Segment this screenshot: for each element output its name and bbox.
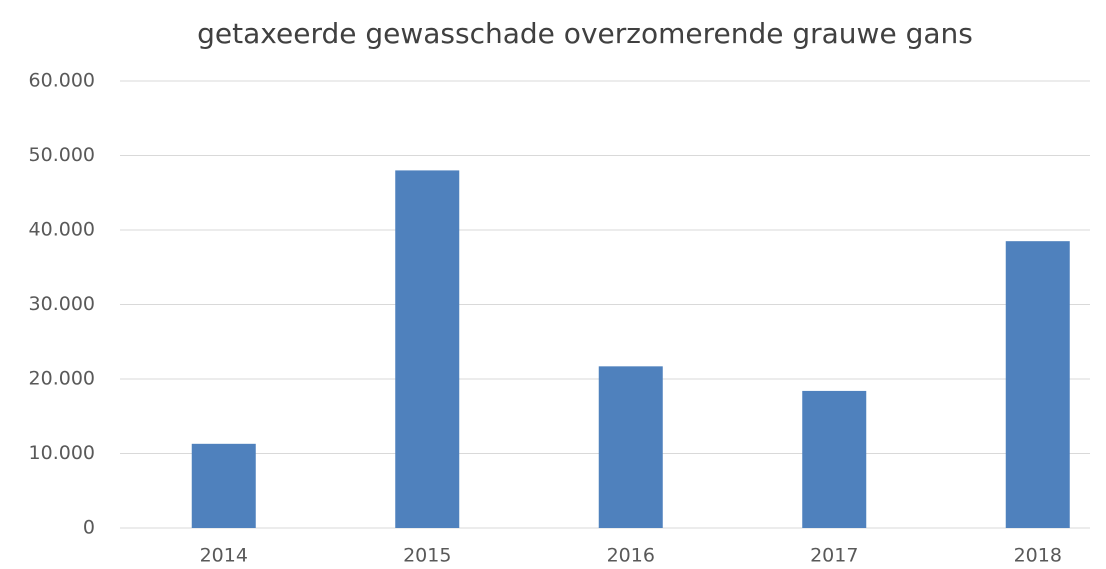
bar bbox=[395, 170, 460, 528]
x-tick-label: 2016 bbox=[607, 545, 655, 567]
bar bbox=[191, 443, 256, 528]
y-tick-label: 10.000 bbox=[29, 442, 95, 464]
y-tick-label: 30.000 bbox=[29, 293, 95, 315]
y-tick-label: 0 bbox=[83, 517, 95, 539]
y-tick-label: 20.000 bbox=[29, 368, 95, 390]
y-tick-label: 40.000 bbox=[29, 219, 95, 241]
bar bbox=[1005, 241, 1070, 529]
x-tick-label: 2018 bbox=[1014, 545, 1062, 567]
y-tick-label: 50.000 bbox=[29, 144, 95, 166]
x-tick-label: 2014 bbox=[200, 545, 248, 567]
x-tick-label: 2015 bbox=[403, 545, 451, 567]
bar bbox=[802, 390, 867, 528]
y-tick-label: 60.000 bbox=[29, 70, 95, 92]
bar bbox=[598, 366, 663, 528]
chart-title: getaxeerde gewasschade overzomerende gra… bbox=[197, 17, 973, 50]
x-tick-label: 2017 bbox=[810, 545, 858, 567]
